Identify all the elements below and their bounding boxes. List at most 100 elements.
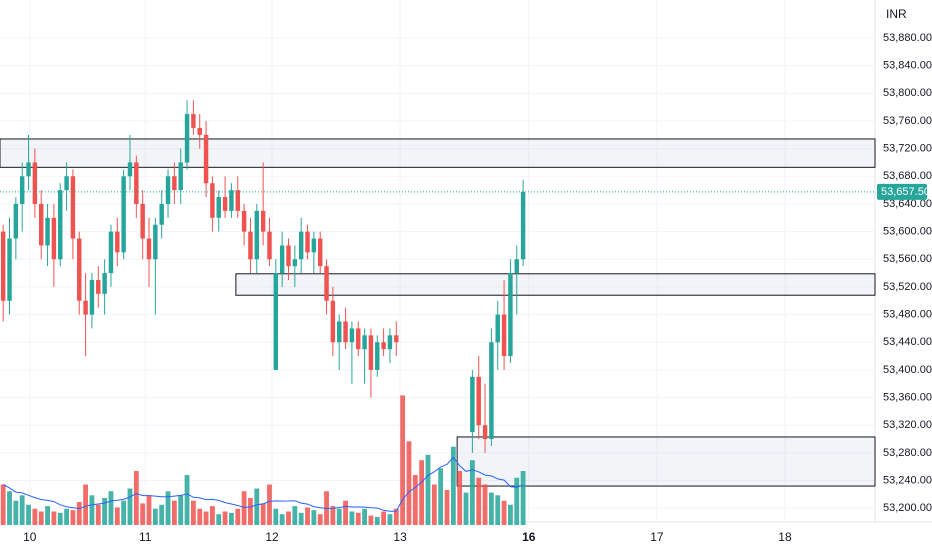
y-tick-label: 53,360.00	[883, 391, 932, 403]
x-tick-label: 12	[265, 530, 279, 544]
y-tick-label: 53,240.00	[883, 474, 932, 486]
volume-bar	[184, 475, 190, 525]
y-tick-label: 53,520.00	[883, 281, 932, 293]
volume-bar	[13, 500, 19, 525]
volume-bar	[26, 504, 31, 525]
y-tick-label: 53,720.00	[883, 143, 932, 155]
candle-body	[172, 176, 177, 191]
candle-body	[311, 238, 317, 253]
candle-body	[273, 273, 279, 370]
candle-body	[222, 197, 228, 211]
candle-body	[19, 176, 25, 204]
volume-bar	[254, 488, 260, 525]
candle-body	[501, 314, 507, 357]
volume-bar	[0, 484, 6, 525]
candle-body	[286, 245, 291, 267]
x-tick-label: 11	[139, 530, 152, 544]
candle-body	[83, 300, 88, 315]
volume-bar	[102, 498, 108, 525]
volume-bar	[190, 500, 196, 525]
volume-bar	[229, 512, 234, 525]
volume-bar	[343, 500, 348, 525]
volume-bar	[305, 507, 310, 525]
volume-bar	[146, 495, 152, 525]
candle-body	[267, 231, 272, 260]
volume-bar	[273, 508, 279, 525]
y-tick-label: 53,320.00	[883, 419, 932, 431]
candle-body	[32, 162, 38, 204]
candle-body	[64, 176, 69, 191]
candle-body	[77, 238, 82, 301]
volume-bar	[197, 508, 203, 525]
candle-body	[7, 238, 12, 301]
last-price-box	[877, 183, 927, 200]
volume-bar	[508, 504, 513, 525]
x-tick-label: 10	[23, 530, 37, 544]
candle-body	[203, 134, 209, 184]
candle-body	[241, 210, 247, 232]
volume-bar	[469, 460, 475, 525]
y-tick-label: 53,640.00	[883, 198, 932, 210]
candle-body	[178, 162, 183, 191]
candle-body	[58, 190, 63, 260]
volume-bar	[32, 508, 38, 525]
candle-body	[387, 335, 393, 350]
candle-body	[38, 203, 44, 246]
volume-bar	[393, 508, 399, 525]
candle-body	[121, 176, 126, 253]
currency-label: INR	[886, 7, 907, 21]
volume-bar	[279, 514, 285, 525]
volume-bar	[311, 510, 317, 525]
volume-bar	[133, 471, 139, 525]
volume-bar	[412, 475, 418, 525]
y-tick-label: 53,600.00	[883, 226, 932, 238]
candle-body	[298, 231, 304, 260]
candle-body	[235, 190, 240, 211]
volume-bar	[140, 503, 146, 525]
zone	[235, 273, 876, 296]
candle-body	[330, 300, 336, 343]
volume-bar	[349, 511, 355, 525]
volume-bar	[387, 514, 393, 525]
last-price-label: 53,657.50	[881, 186, 930, 198]
candle-body	[26, 162, 31, 177]
y-tick-label: 53,840.00	[883, 60, 932, 72]
volume-bar	[298, 512, 304, 525]
candle-body	[279, 245, 285, 274]
candle-body	[514, 259, 519, 274]
zone	[0, 138, 876, 168]
candle-body	[96, 280, 101, 294]
candle-body	[153, 224, 158, 260]
candle-body	[89, 280, 95, 315]
volume-bar	[476, 477, 482, 525]
candle-body	[165, 176, 171, 204]
x-tick-label: 18	[778, 530, 792, 544]
candle-body	[229, 190, 234, 211]
y-tick-label: 53,480.00	[883, 308, 932, 320]
candle-body	[45, 217, 50, 246]
y-tick-label: 53,400.00	[883, 364, 932, 376]
volume-bar	[152, 508, 158, 525]
candle-body	[324, 266, 329, 301]
candle-body	[51, 217, 57, 260]
volume-bar	[457, 471, 463, 525]
candle-body	[248, 231, 253, 260]
volume-bar	[203, 511, 209, 525]
candle-body	[210, 183, 215, 218]
candle-body	[260, 210, 266, 232]
candle-body	[127, 162, 133, 177]
volume-bar	[121, 500, 127, 525]
x-tick-label: 16	[522, 530, 536, 544]
candle-body	[305, 231, 310, 253]
volume-bar	[114, 507, 120, 525]
volume-bar	[127, 488, 133, 525]
volume-bar	[374, 516, 380, 525]
volume-bar	[38, 511, 44, 525]
volume-bar	[381, 511, 387, 525]
candle-body	[134, 162, 139, 204]
volume-bar	[165, 491, 171, 525]
volume-bar	[108, 491, 114, 525]
volume-bar	[64, 508, 69, 525]
candle-body	[343, 321, 348, 343]
